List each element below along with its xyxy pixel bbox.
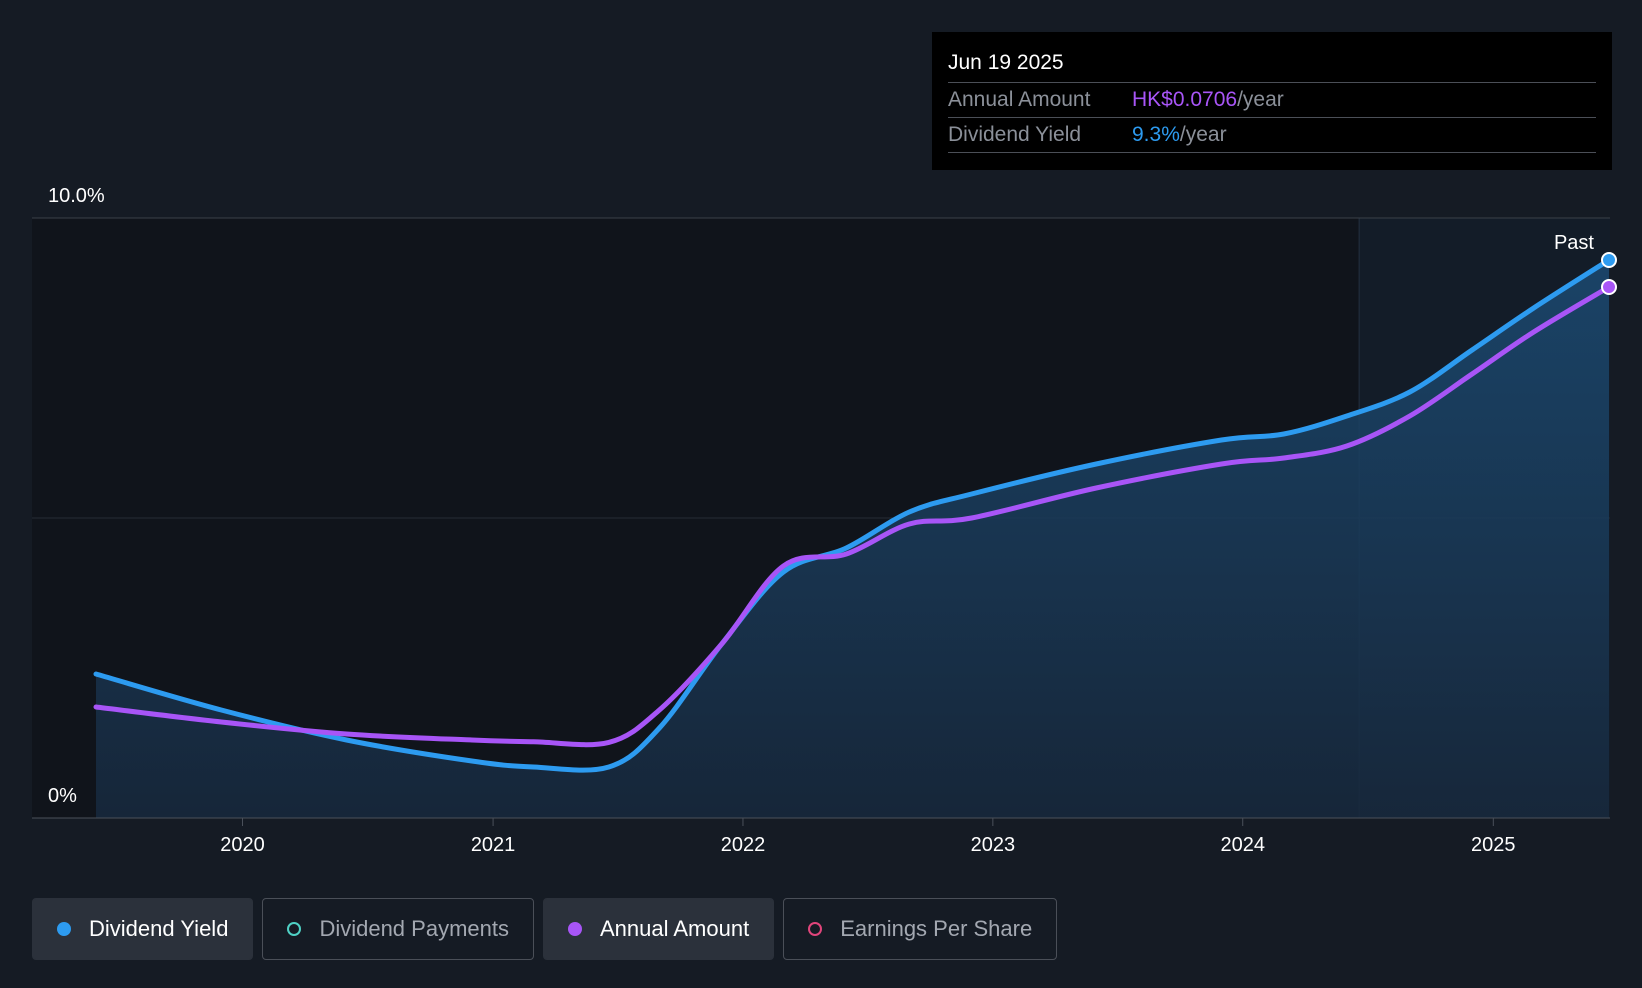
past-label: Past <box>1554 232 1594 254</box>
tooltip-unit: /year <box>1237 88 1284 111</box>
tooltip-unit: /year <box>1179 123 1227 146</box>
legend-label: Dividend Payments <box>319 916 509 941</box>
y-tick-label: 0% <box>48 785 77 807</box>
legend-dot-icon <box>808 922 823 936</box>
x-tick-label: 2024 <box>1220 834 1265 856</box>
end-point-annual-amount <box>1601 279 1617 295</box>
x-tick-label: 2020 <box>220 834 265 856</box>
legend-dot-icon <box>57 922 71 936</box>
legend-label: Dividend Yield <box>89 916 229 941</box>
tooltip-date: Jun 19 2025 <box>948 48 1596 83</box>
tooltip: Jun 19 2025 Annual Amount HK$0.0706/year… <box>932 32 1612 170</box>
legend-label: Annual Amount <box>599 916 750 941</box>
x-tick-label: 2023 <box>971 834 1016 856</box>
tooltip-row-dividend-yield: Dividend Yield 9.3%/year <box>948 118 1596 153</box>
x-tick-label: 2025 <box>1471 834 1516 856</box>
legend-label: Earnings Per Share <box>840 916 1033 941</box>
yield-area <box>96 260 1609 818</box>
end-point-dividend-yield <box>1601 252 1617 268</box>
x-tick-label: 2022 <box>721 834 766 856</box>
legend-annual-amount[interactable]: Annual Amount <box>542 898 775 960</box>
tooltip-value: HK$0.0706 <box>1132 88 1238 111</box>
legend-dot-icon <box>567 922 582 936</box>
legend-dividend-yield[interactable]: Dividend Yield <box>32 898 254 960</box>
series-line-annual-amount <box>93 284 1612 748</box>
tooltip-label: Annual Amount <box>948 88 1091 111</box>
legend: Dividend Yield Dividend Payments Annual … <box>32 898 1066 960</box>
tooltip-row-annual-amount: Annual Amount HK$0.0706/year <box>948 83 1596 118</box>
x-tick-label: 2021 <box>471 834 516 856</box>
tooltip-label: Dividend Yield <box>948 123 1082 146</box>
legend-dividend-payments[interactable]: Dividend Payments <box>262 898 534 960</box>
y-tick-label: 10.0% <box>48 185 105 207</box>
tooltip-value: 9.3% <box>1132 123 1180 146</box>
series-line-dividend-yield <box>93 257 1612 773</box>
legend-dot-icon <box>287 922 302 936</box>
legend-earnings-per-share[interactable]: Earnings Per Share <box>783 898 1058 960</box>
